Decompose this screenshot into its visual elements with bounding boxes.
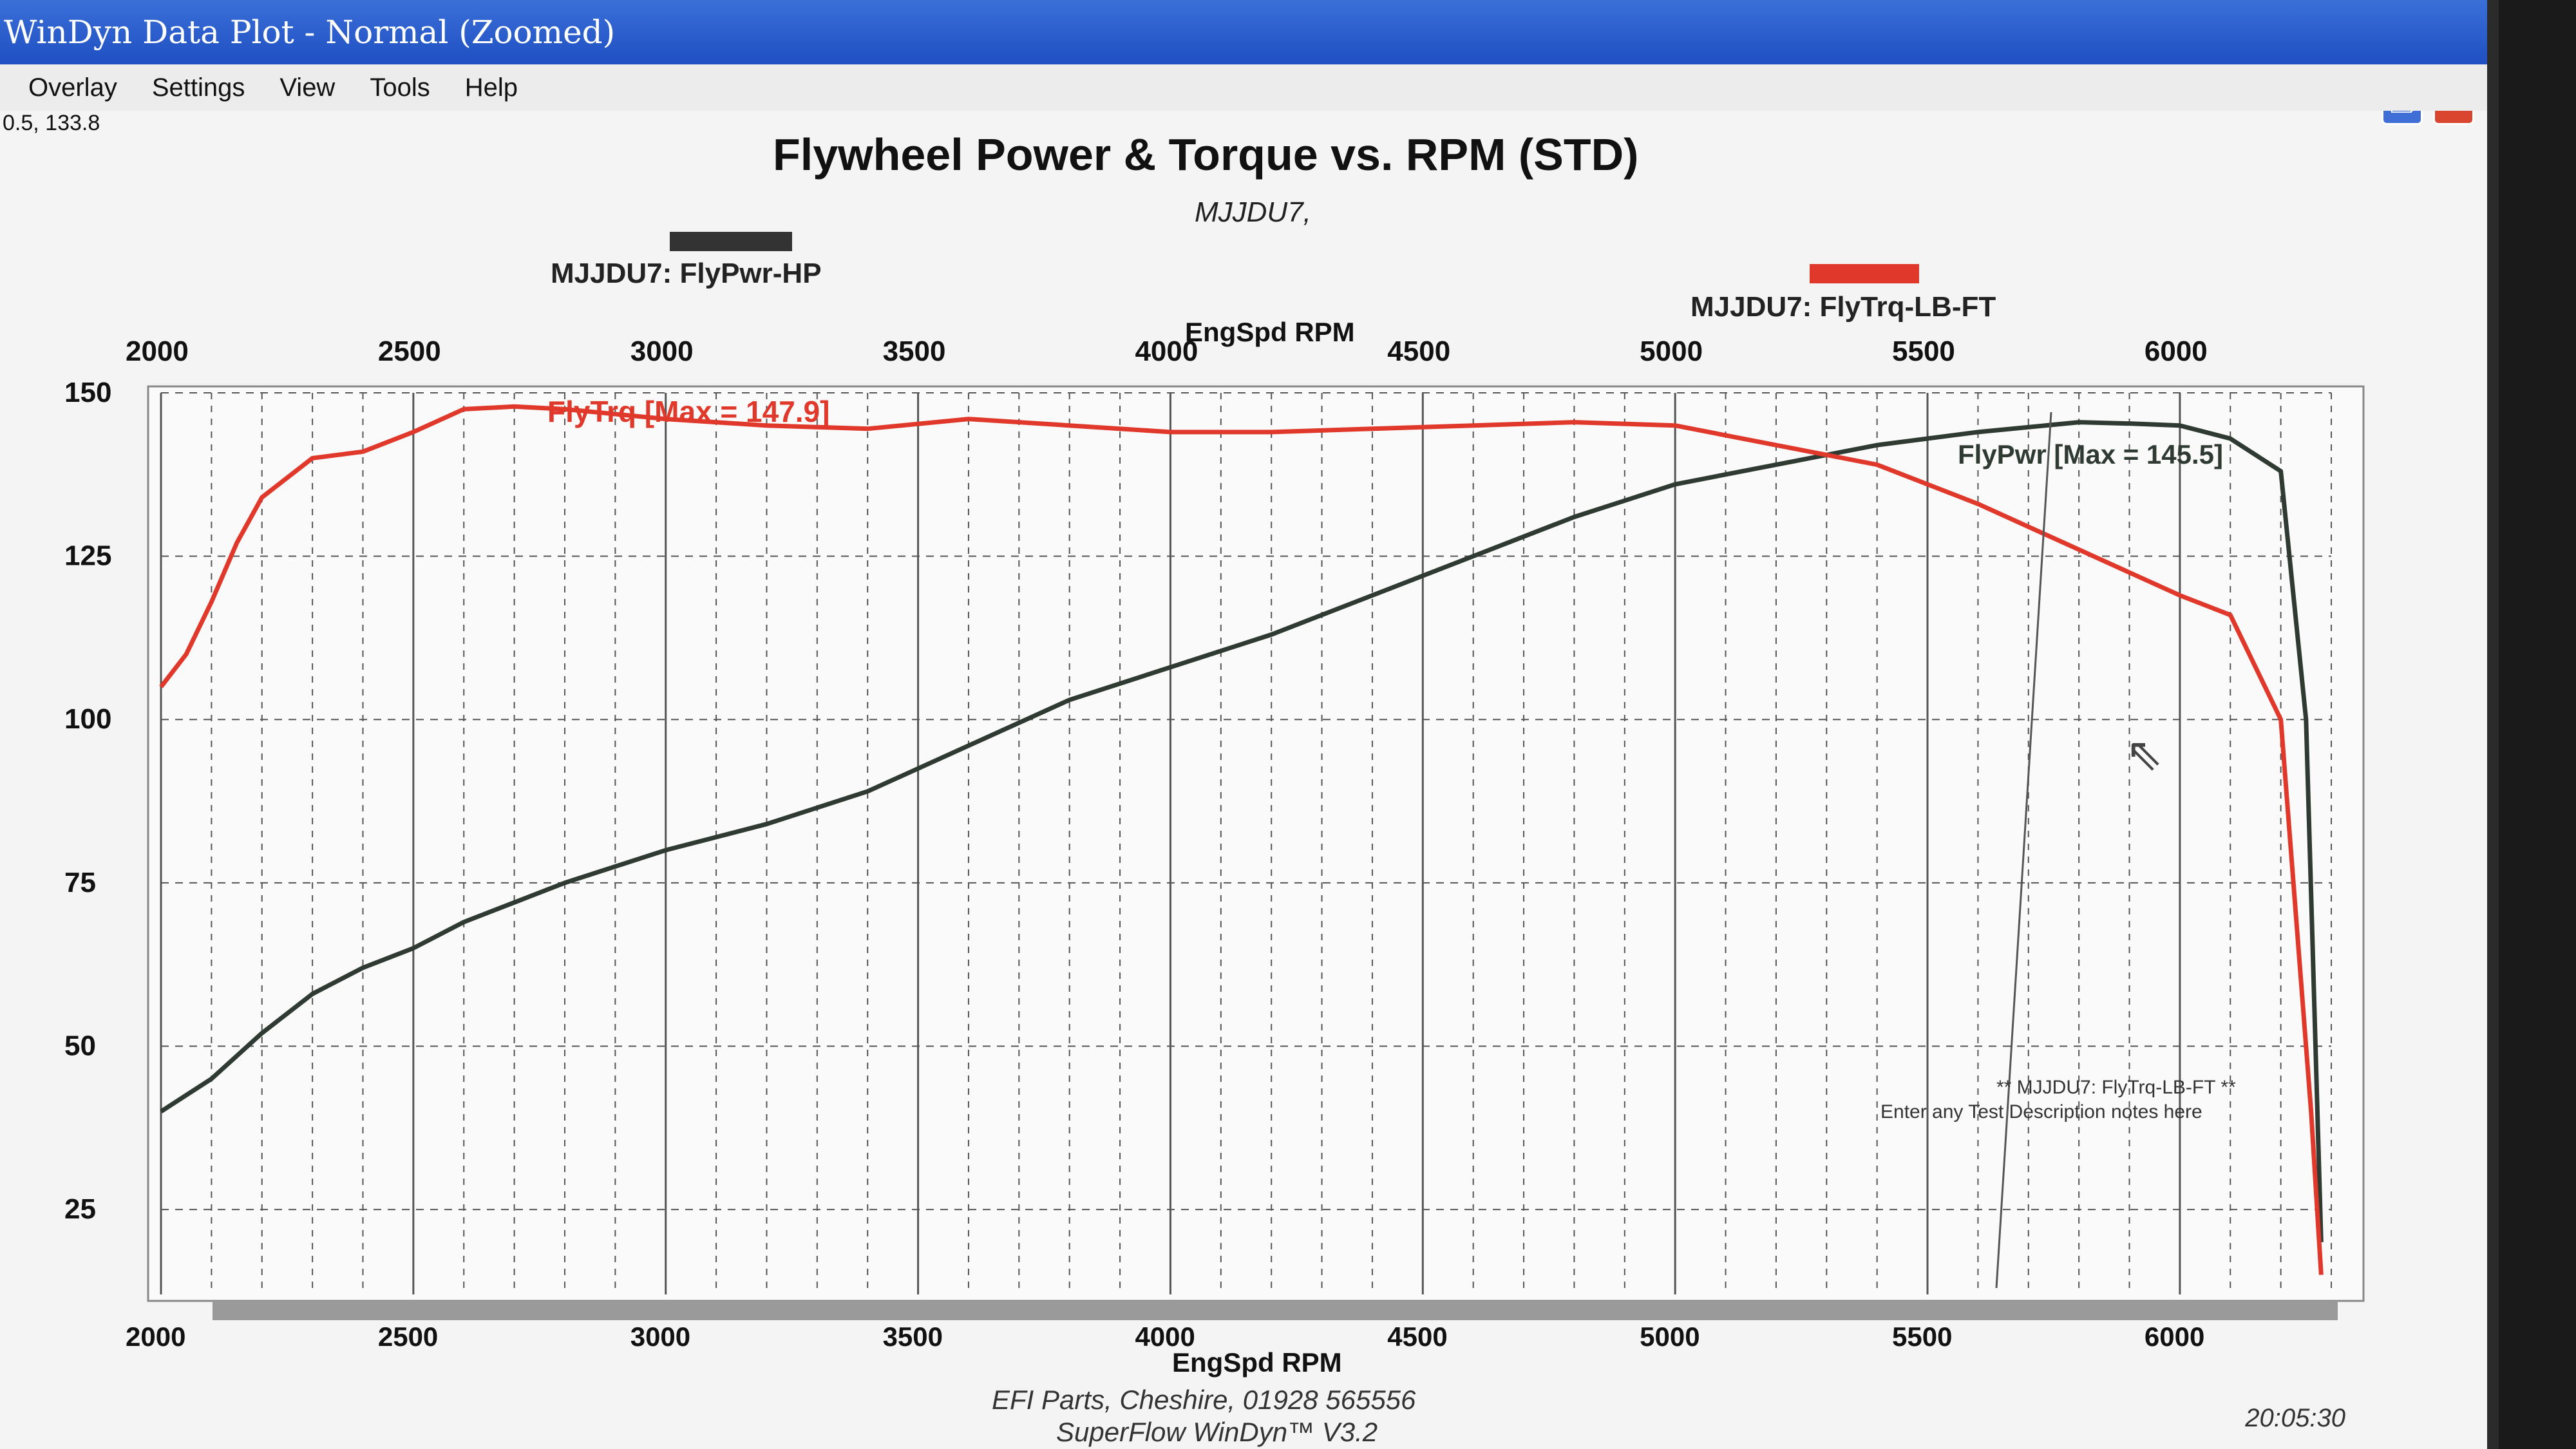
menu-view[interactable]: View: [279, 73, 336, 102]
power-series-line: [160, 420, 2324, 1242]
x-tick-label-bottom: 2000: [126, 1321, 185, 1352]
cursor-readout: 0.5, 133.8: [3, 111, 100, 135]
mouse-pointer-icon: ⇖: [2125, 729, 2163, 779]
x-tick-label-top: 5000: [1640, 336, 1703, 367]
footer-time: 20:05:30: [2245, 1404, 2345, 1432]
x-tick-label-bottom: 4500: [1387, 1321, 1447, 1352]
x-tick-label-top: 2000: [126, 336, 189, 367]
torque-series-line: [159, 404, 2324, 1275]
menu-bar: Overlay Settings View Tools Help: [0, 64, 2487, 111]
cursor-line[interactable]: [1995, 412, 2052, 1289]
x-tick-label-bottom: 4000: [1135, 1321, 1195, 1352]
x-tick-label-top: 5500: [1892, 336, 1955, 367]
legend-label-power: MJJDU7: FlyPwr-HP: [551, 258, 822, 289]
x-tick-label-top: 3000: [630, 336, 694, 367]
footer-line1: EFI Parts, Cheshire, 01928 565556: [992, 1385, 1416, 1415]
torque-max-label: FlyTrq [Max = 147.9]: [547, 395, 829, 428]
y-tick-label: 100: [64, 703, 111, 735]
grid: [160, 392, 2332, 1294]
x-tick-label-top: 6000: [2145, 336, 2208, 367]
test-note-desc: Enter any Test Description notes here: [1880, 1101, 2202, 1122]
y-tick-label: 50: [64, 1030, 96, 1061]
legend-swatch-torque: [1810, 264, 1919, 283]
window-title-bar: WinDyn Data Plot - Normal (Zoomed): [0, 0, 2487, 64]
top-axis-label: EngSpd RPM: [1185, 317, 1355, 347]
x-tick-label-top: 4500: [1387, 336, 1450, 367]
x-tick-label-bottom: 6000: [2145, 1321, 2204, 1352]
windyn-window: WinDyn Data Plot - Normal (Zoomed) ❐ ✕ O…: [0, 0, 2499, 1449]
plot-bottom-shadow: [213, 1301, 2338, 1320]
legend-label-torque: MJJDU7: FlyTrq-LB-FT: [1690, 291, 1996, 323]
x-tick-label-bottom: 5500: [1892, 1321, 1952, 1352]
y-tick-label: 75: [64, 867, 96, 898]
x-tick-label-bottom: 5000: [1640, 1321, 1700, 1352]
y-tick-label: 25: [64, 1193, 96, 1225]
series-group: [159, 404, 2324, 1275]
window-title: WinDyn Data Plot - Normal (Zoomed): [4, 14, 616, 51]
plot-title: Flywheel Power & Torque vs. RPM (STD): [773, 129, 1639, 180]
x-tick-label-top: 2500: [378, 336, 441, 367]
menu-settings[interactable]: Settings: [151, 73, 245, 102]
x-tick-label-top: 4000: [1135, 336, 1198, 367]
axis-ticks: 2000 2000 2500 2500 3000 3000 3500 3500 4000 4000…: [64, 336, 2208, 1352]
x-tick-label-top: 3500: [883, 336, 946, 367]
plot-subtitle: MJJDU7,: [1195, 196, 1311, 228]
x-tick-label-bottom: 3000: [630, 1321, 690, 1352]
menu-help[interactable]: Help: [464, 73, 518, 102]
y-tick-label: 125: [64, 540, 111, 572]
legend-swatch-power: [670, 232, 792, 251]
footer-line2: SuperFlow WinDyn™ V3.2: [1056, 1417, 1378, 1447]
bottom-axis-label: EngSpd RPM: [1172, 1347, 1342, 1378]
power-max-label: FlyPwr [Max = 145.5]: [1958, 439, 2223, 469]
x-tick-label-bottom: 3500: [883, 1321, 943, 1352]
test-note-title: ** MJJDU7: FlyTrq-LB-FT **: [1996, 1077, 2236, 1098]
menu-tools[interactable]: Tools: [370, 73, 430, 102]
plot-area: [147, 385, 2365, 1302]
menu-overlay[interactable]: Overlay: [28, 73, 117, 102]
x-tick-label-bottom: 2500: [378, 1321, 438, 1352]
y-tick-label: 150: [64, 377, 111, 408]
